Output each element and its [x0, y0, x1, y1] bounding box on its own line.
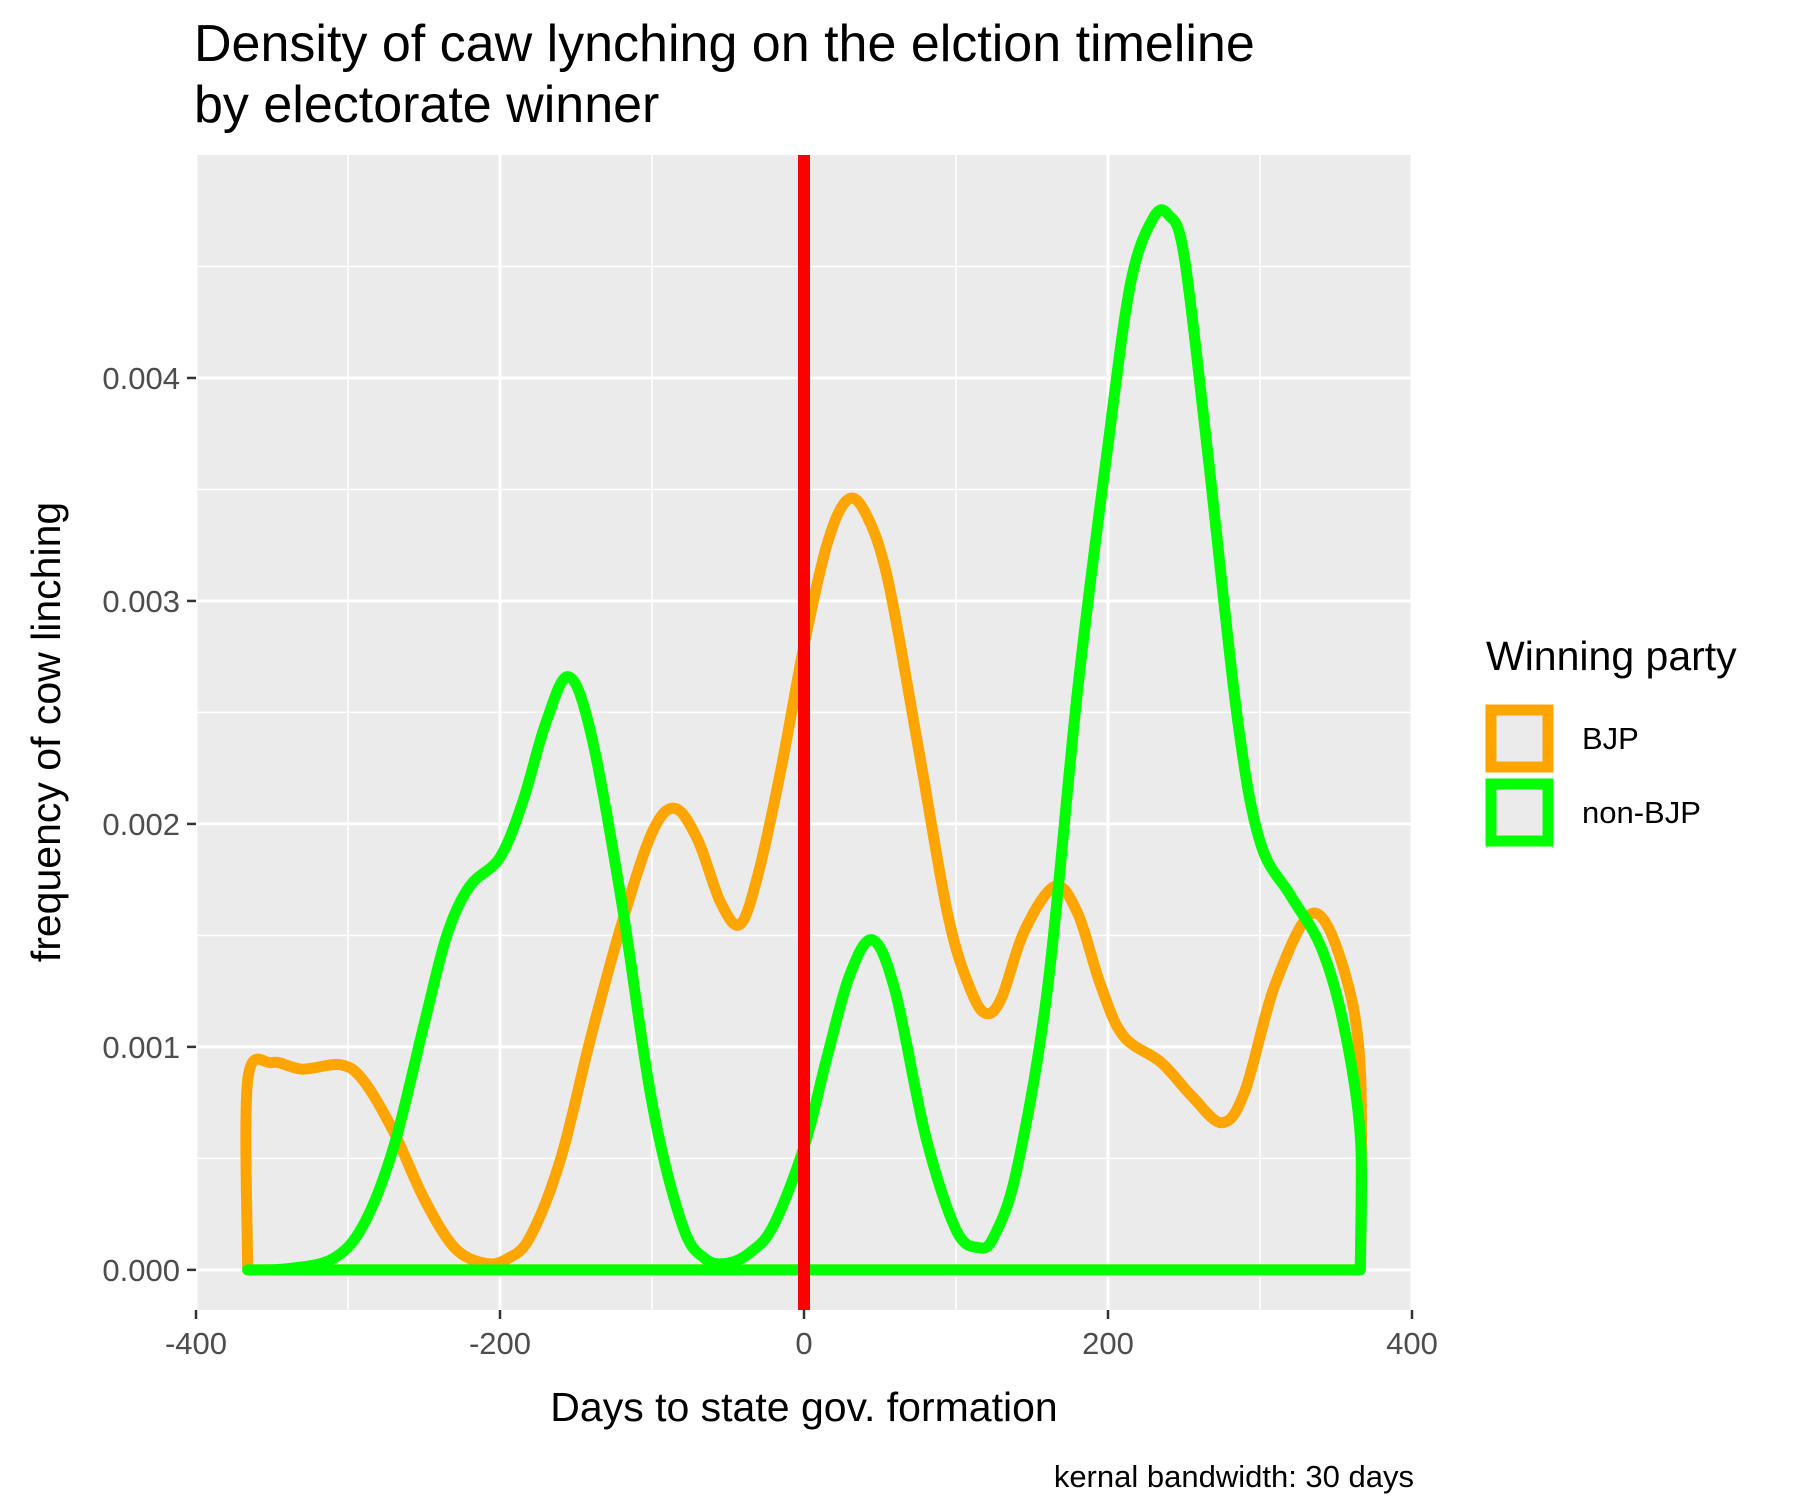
density-series-layer [240, 204, 1368, 1276]
x-tick-label: -200 [469, 1326, 531, 1361]
chart-title-line-2: by electorate winner [194, 76, 659, 134]
legend: Winning party BJP non-BJP [1485, 633, 1737, 847]
y-tick-label: 0.003 [102, 584, 180, 619]
legend-label-non-bjp: non-BJP [1582, 795, 1701, 830]
y-axis-ticks: 0.000 0.001 0.002 0.003 0.004 [102, 361, 196, 1288]
legend-key-non-bjp [1485, 778, 1554, 847]
legend-items: BJP non-BJP [1485, 704, 1701, 847]
legend-title: Winning party [1486, 633, 1737, 679]
chart-title-line-1: Density of caw lynching on the elction t… [194, 15, 1255, 73]
y-tick-label: 0.002 [102, 807, 180, 842]
y-tick-label: 0.000 [102, 1253, 180, 1288]
y-tick-label: 0.004 [102, 361, 180, 396]
x-tick-label: 200 [1082, 1326, 1134, 1361]
x-tick-label: -400 [165, 1326, 227, 1361]
density-line-non-bjp [242, 204, 1368, 1276]
y-tick-label: 0.001 [102, 1030, 180, 1065]
x-axis-title: Days to state gov. formation [550, 1384, 1057, 1430]
legend-label-bjp: BJP [1582, 721, 1639, 756]
x-axis-ticks: -400 -200 0 200 400 [165, 1310, 1438, 1361]
x-tick-label: 0 [795, 1326, 812, 1361]
legend-key-bjp [1485, 704, 1554, 773]
y-axis-title: frequency of cow linching [23, 502, 69, 962]
x-tick-label: 400 [1386, 1326, 1438, 1361]
chart-caption: kernal bandwidth: 30 days [1054, 1459, 1414, 1494]
density-line-bjp [240, 492, 1368, 1276]
